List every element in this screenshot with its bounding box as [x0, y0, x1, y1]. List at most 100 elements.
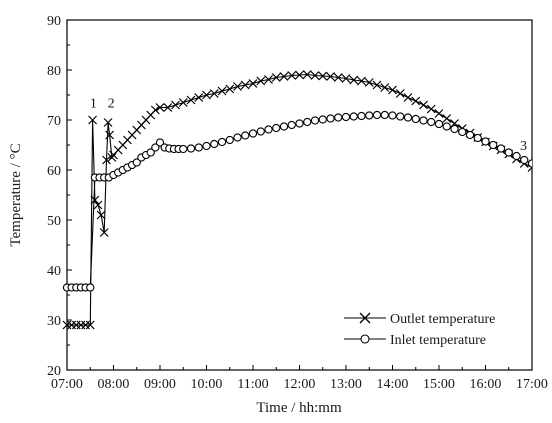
y-axis-ticks: 20 30 40 50 60 70 80 90 [47, 14, 72, 379]
data-point-outlet [302, 70, 312, 79]
data-point-inlet [86, 283, 95, 292]
data-point-inlet [458, 127, 467, 137]
legend-item-inlet: Inlet temperature [344, 333, 486, 348]
data-point-outlet [341, 74, 351, 83]
data-point-inlet [225, 135, 234, 145]
x-tick-label: 10:00 [191, 377, 223, 392]
x-tick-label: 17:00 [516, 377, 548, 392]
data-point-inlet [341, 112, 351, 122]
legend-marker-inlet [360, 334, 370, 344]
data-point-inlet [248, 129, 258, 138]
data-point-outlet [326, 72, 335, 81]
data-point-inlet [396, 112, 405, 121]
data-point-outlet [90, 195, 100, 205]
data-point-outlet [202, 90, 211, 100]
y-tick-label: 30 [47, 314, 61, 329]
data-point-inlet [295, 119, 304, 128]
data-point-inlet [442, 122, 451, 131]
y-tick-label: 70 [47, 114, 61, 129]
data-point-outlet [233, 82, 242, 91]
data-point-outlet [279, 72, 289, 81]
data-point-inlet [388, 111, 397, 120]
data-point-inlet [264, 125, 273, 134]
data-point-outlet [209, 89, 219, 98]
data-point-outlet [102, 155, 111, 165]
data-point-inlet [527, 159, 532, 168]
y-tick-label: 20 [47, 364, 61, 379]
data-point-inlet [520, 155, 529, 165]
data-point-inlet [380, 110, 389, 120]
data-point-inlet [403, 113, 413, 122]
series-line-outlet [67, 73, 532, 326]
data-point-inlet [194, 143, 203, 152]
data-point-outlet [442, 114, 452, 123]
data-point-outlet [107, 153, 117, 162]
data-point-outlet [99, 228, 109, 237]
y-tick-label: 80 [47, 64, 61, 79]
annotation-label: 3 [520, 139, 527, 154]
data-point-inlet [210, 139, 219, 149]
y-tick-label: 40 [47, 264, 61, 279]
data-point-outlet [150, 105, 160, 115]
data-point-inlet [326, 114, 335, 123]
x-tick-label: 16:00 [470, 377, 502, 392]
x-tick-label: 14:00 [377, 377, 409, 392]
data-point-outlet [411, 96, 421, 106]
data-point-inlet [365, 111, 374, 120]
data-point-inlet [318, 115, 327, 124]
x-tick-label: 08:00 [98, 377, 130, 392]
x-tick-label: 12:00 [284, 377, 316, 392]
data-point-inlet [357, 111, 366, 121]
x-tick-label: 13:00 [330, 377, 362, 392]
data-point-inlet [310, 116, 320, 125]
data-point-inlet [411, 114, 420, 124]
data-point-inlet [489, 140, 498, 150]
data-point-outlet [93, 200, 103, 210]
data-point-inlet [186, 144, 196, 153]
y-axis-title: Temperature / °C [8, 143, 24, 246]
data-point-outlet [380, 83, 390, 92]
x-tick-label: 11:00 [237, 377, 268, 392]
legend-marker-outlet [359, 312, 371, 324]
data-point-outlet [163, 103, 173, 112]
data-point-outlet [103, 118, 113, 127]
data-point-outlet [85, 320, 95, 330]
data-point-outlet [88, 115, 97, 125]
data-point-outlet [256, 76, 266, 86]
x-tick-label: 15:00 [423, 377, 455, 392]
x-tick-label: 09:00 [144, 377, 176, 392]
data-point-inlet [303, 117, 312, 127]
data-point-inlet [481, 137, 490, 146]
data-point-outlet [194, 93, 204, 102]
data-point-outlet [96, 210, 106, 220]
data-point-inlet [151, 143, 160, 152]
data-point-inlet [496, 144, 506, 153]
data-point-outlet [295, 70, 304, 80]
data-point-inlet [349, 112, 358, 121]
data-point-inlet [146, 148, 155, 157]
data-point-inlet [287, 120, 296, 130]
data-point-inlet [272, 123, 281, 133]
series-line-inlet [67, 114, 532, 289]
x-axis-title: Time / hh:mm [256, 400, 342, 416]
data-point-outlet [318, 71, 328, 81]
annotation-label: 2 [108, 97, 115, 112]
x-axis-ticks: 07:00 08:00 09:00 10:00 11:00 12:00 13:00 14:00… [51, 365, 548, 392]
data-point-outlet [287, 71, 297, 80]
data-point-inlet [450, 124, 459, 134]
data-point-inlet [279, 122, 289, 131]
data-point-outlet [403, 93, 413, 102]
data-point-outlet [271, 73, 281, 82]
data-point-inlet [419, 116, 428, 125]
y-tick-label: 50 [47, 214, 61, 229]
data-point-outlet [217, 86, 227, 96]
data-point-outlet [372, 80, 382, 90]
legend-label-inlet: Inlet temperature [390, 333, 486, 348]
legend-item-outlet: Outlet temperature [344, 312, 495, 327]
data-point-inlet [427, 117, 436, 127]
data-point-outlet [364, 78, 374, 87]
data-point-inlet [202, 141, 211, 151]
data-point-inlet [233, 133, 242, 142]
data-point-inlet [512, 151, 521, 161]
data-point-inlet [434, 119, 444, 129]
